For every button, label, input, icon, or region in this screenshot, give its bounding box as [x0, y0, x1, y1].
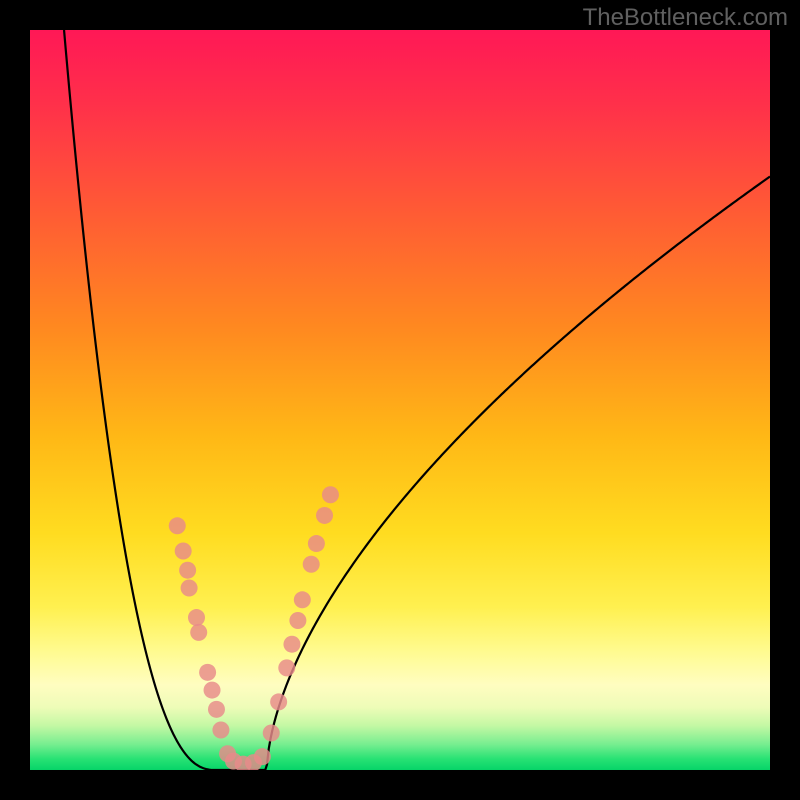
plot-area	[30, 30, 770, 770]
watermark-text: TheBottleneck.com	[583, 4, 788, 32]
gradient-background	[30, 30, 770, 770]
chart-container: TheBottleneck.com	[0, 0, 800, 800]
